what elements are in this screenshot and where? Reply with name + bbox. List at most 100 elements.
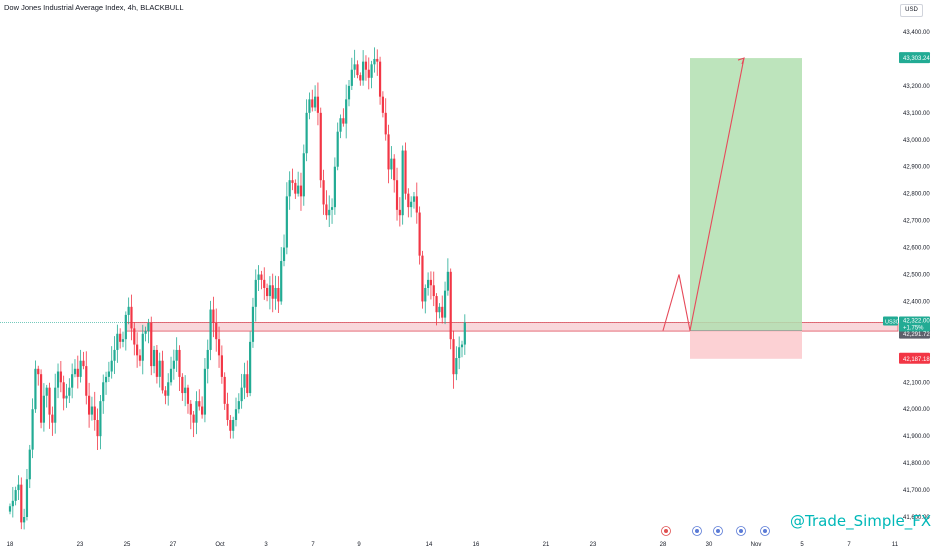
- candle: [51, 414, 54, 423]
- candle: [460, 344, 464, 348]
- stop-price-tag-text: 42,187.18: [903, 357, 930, 363]
- candle: [342, 118, 345, 124]
- x-tick-label: 25: [124, 542, 131, 548]
- candle: [449, 271, 452, 340]
- x-tick-label: 14: [426, 542, 433, 548]
- candle: [285, 196, 288, 248]
- candle: [265, 287, 269, 297]
- candle: [65, 395, 68, 399]
- target-zone: [690, 58, 802, 331]
- candle: [73, 368, 77, 375]
- candle: [23, 517, 26, 523]
- candle: [172, 360, 175, 369]
- candle: [215, 323, 218, 340]
- x-tick-label: Oct: [215, 542, 225, 548]
- candle: [424, 287, 427, 302]
- y-tick-label: 41,700.00: [903, 488, 930, 494]
- candle: [435, 296, 438, 313]
- y-tick-label: 42,700.00: [903, 219, 930, 225]
- us-flag-icon-dot: [716, 529, 720, 533]
- candle: [246, 374, 249, 394]
- candle: [359, 75, 362, 81]
- symbol-tag: [883, 316, 898, 326]
- time-axis: 18 23 25 27 Oct 3 7 9 14 16 21 23 28 30 Nov 5 7 11: [7, 542, 899, 548]
- candle: [458, 347, 461, 359]
- candle: [325, 204, 328, 216]
- candle: [201, 406, 204, 415]
- candle: [212, 309, 215, 323]
- candle: [441, 306, 444, 318]
- y-tick-label: 42,400.00: [903, 299, 930, 305]
- candle: [463, 322, 466, 345]
- candle: [39, 374, 43, 423]
- candle: [234, 409, 238, 420]
- candle: [350, 69, 353, 86]
- x-tick-label: 11: [892, 542, 899, 548]
- y-tick-label: 43,000.00: [903, 138, 930, 144]
- candle: [401, 150, 404, 216]
- candle: [138, 355, 142, 361]
- candle: [407, 193, 410, 208]
- candle: [14, 490, 17, 501]
- candle: [421, 255, 424, 302]
- candle: [124, 314, 127, 340]
- candle: [322, 180, 325, 205]
- watermark: @Trade_Simple_FX: [790, 512, 932, 530]
- candle: [362, 61, 365, 81]
- candle: [217, 339, 221, 356]
- candle: [412, 196, 416, 202]
- candle: [99, 401, 102, 437]
- candle: [119, 333, 122, 342]
- candle: [56, 371, 60, 388]
- candle: [404, 150, 407, 194]
- currency-button[interactable]: USD: [900, 4, 923, 17]
- y-tick-label: 41,800.00: [903, 461, 930, 467]
- candle: [121, 339, 125, 342]
- candle: [90, 406, 94, 415]
- candle: [37, 368, 40, 375]
- candle: [232, 420, 235, 431]
- candle: [294, 182, 297, 194]
- candle: [133, 328, 136, 345]
- candle: [104, 376, 108, 383]
- candle: [113, 349, 116, 361]
- us-flag-icon-dot: [695, 529, 699, 533]
- candle: [158, 360, 161, 377]
- candle: [45, 387, 48, 396]
- us-flag-icon-dot: [763, 529, 767, 533]
- candle: [54, 387, 57, 423]
- price-tags: 43,303.24 42,187.18 42,291.72 US30 42,322.00…: [883, 52, 930, 364]
- candle: [71, 374, 74, 388]
- candle: [452, 339, 455, 375]
- candle: [311, 99, 314, 108]
- candle: [136, 344, 139, 356]
- candle: [102, 382, 105, 402]
- candle: [455, 358, 458, 375]
- target-price-tag-text: 43,303.24: [903, 56, 930, 62]
- candle: [282, 247, 286, 262]
- candle: [373, 58, 376, 65]
- candle: [76, 368, 79, 377]
- price-change-text: +1.75%: [903, 325, 924, 331]
- candle: [432, 285, 435, 297]
- candle: [161, 360, 164, 391]
- candle: [418, 212, 421, 256]
- x-tick-label: 7: [847, 542, 851, 548]
- x-tick-label: 21: [543, 542, 550, 548]
- candle: [378, 61, 382, 97]
- candle: [189, 403, 192, 415]
- candle: [110, 360, 113, 372]
- candle: [175, 349, 178, 361]
- us-flag-icon-dot: [739, 529, 743, 533]
- y-tick-label: 42,100.00: [903, 380, 930, 386]
- candle: [299, 185, 303, 197]
- candle: [339, 118, 342, 132]
- candle: [147, 323, 150, 332]
- candle: [415, 196, 418, 213]
- candle: [243, 374, 246, 388]
- candle: [251, 306, 255, 342]
- candle: [164, 390, 167, 396]
- candle: [333, 166, 336, 208]
- candle: [144, 331, 147, 334]
